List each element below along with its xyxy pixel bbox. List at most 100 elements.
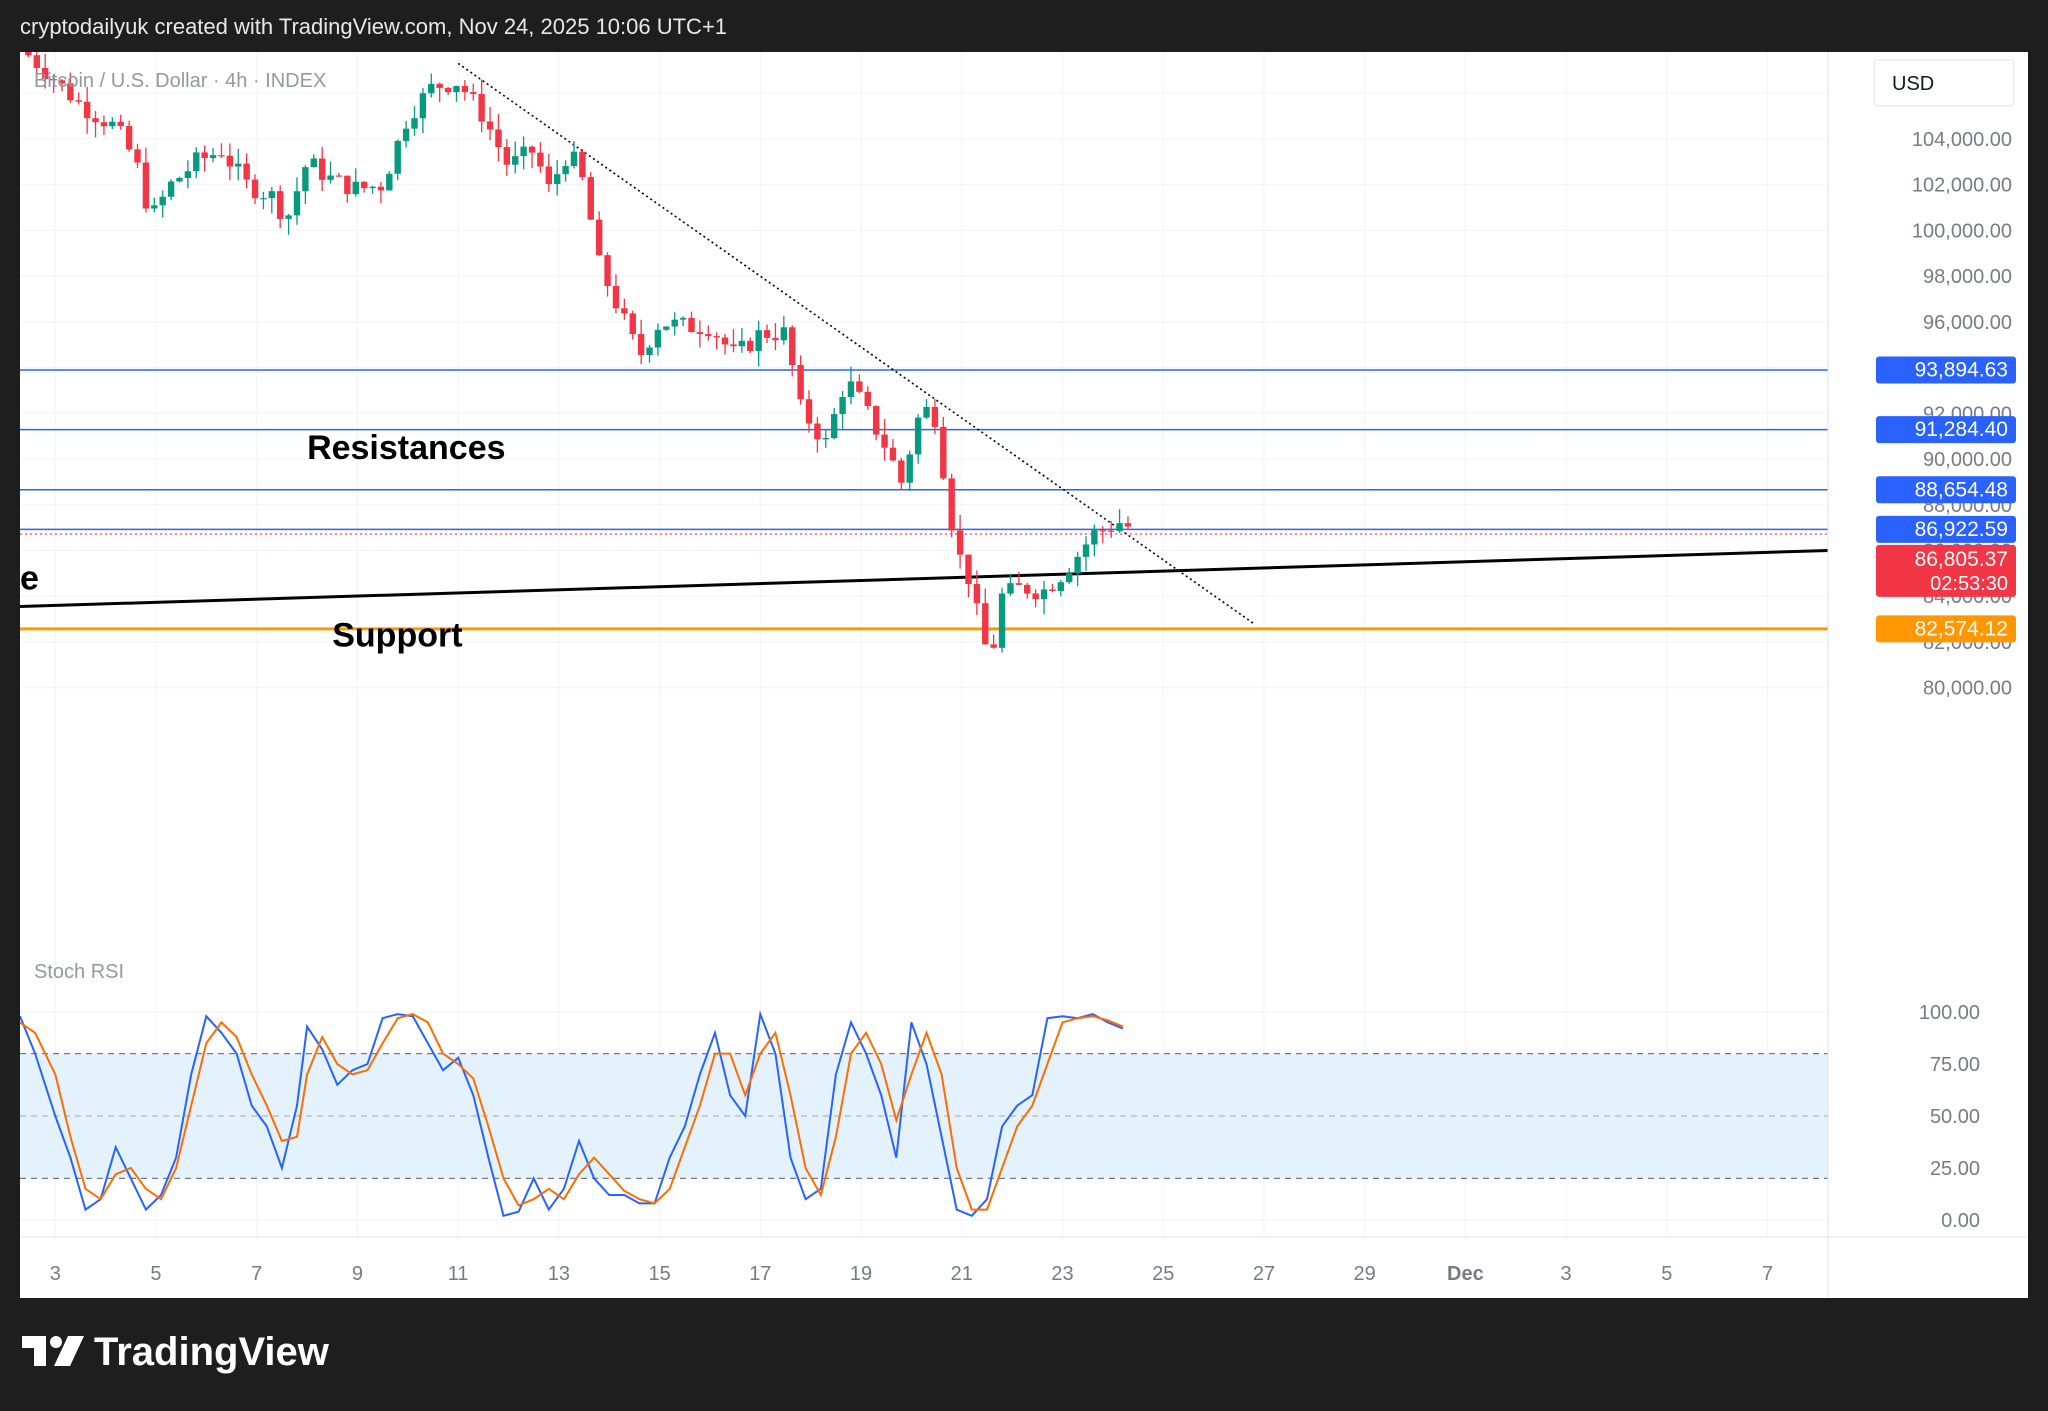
time-tick-label: 15 [648,1263,670,1285]
time-tick-label: 5 [1661,1263,1672,1285]
candle-body [302,167,309,192]
candle-body [822,438,829,440]
candle-body [1007,583,1014,594]
resistance-3-label: 88,654.48 [1915,478,2008,501]
candle-body [595,219,603,256]
candle-body [931,406,939,427]
candle-body [461,86,469,93]
candle-body [553,174,561,185]
horizontal-price-lines [20,369,1828,631]
candle-body [335,175,343,177]
candle-body [1066,573,1073,583]
candle-body [184,171,192,179]
candle-body [226,155,234,167]
price-chart-svg[interactable]: Resistances Support e 80,000.0082,000.0084… [20,52,2028,1298]
candle-body [864,391,871,407]
time-tick-label: 23 [1051,1263,1073,1285]
candle-body [360,181,368,189]
rising-support-line [20,548,1829,609]
candle-body [948,478,955,531]
candle-body [327,175,334,180]
candle-body [1040,589,1048,600]
candle-body [579,151,586,178]
candle-body [151,205,158,209]
candle-body [100,122,108,127]
candle-body [923,406,930,418]
candle-body [1057,582,1065,591]
candle-body [109,121,116,127]
candle-body [125,126,133,150]
time-tick-label: 9 [352,1263,363,1285]
candle-body [377,186,385,191]
candle-body [394,140,401,174]
time-tick-label: 7 [251,1263,262,1285]
candle-body [1107,530,1115,532]
candle-body [176,178,183,182]
candle-body [260,198,267,200]
currency-selector[interactable]: USD [1873,59,2015,107]
candle-body [738,340,746,347]
candle-body [1082,544,1090,557]
time-tick-label: 21 [951,1263,973,1285]
candle-body [688,317,695,333]
candle-body [58,80,66,84]
candle-body [218,155,225,157]
candle-body [982,603,989,645]
stoch-rsi-bands [20,1052,1828,1180]
time-tick-label: 17 [749,1263,771,1285]
stoch-tick-label: 100.00 [1919,1002,1980,1024]
price-tick-label: 100,000.00 [1912,220,2012,242]
candle-body [789,327,796,366]
candle-body [847,381,855,398]
candlestick-series [25,52,1132,653]
chart-panel[interactable]: Resistances Support e 80,000.00 82,000.00 84… [20,52,2028,1298]
candle-body [721,337,729,345]
candle-body [1124,523,1132,527]
candle-body [344,175,351,195]
candle-body [956,530,964,555]
time-tick-label: 3 [50,1263,61,1285]
candle-body [990,644,997,648]
price-tick-label: 102,000.00 [1912,175,2012,197]
price-tick-label: 98,000.00 [1923,266,2012,288]
time-tick-label: 3 [1561,1263,1572,1285]
time-tick-label: 7 [1762,1263,1773,1285]
time-tick-label: 25 [1152,1263,1174,1285]
stoch-tick-label: 25.00 [1930,1158,1980,1180]
annotation-resistances: Resistances [307,429,505,467]
resistance-2-label-bg [1876,416,2016,444]
candle-body [159,196,166,206]
candle-body [134,149,141,163]
candle-body [654,329,662,348]
candle-body [679,317,687,320]
trend-lines [20,62,1829,625]
candle-body [520,146,527,157]
candle-body [570,151,578,167]
resistance-4-label-bg [1876,515,2016,543]
currency-selector-label[interactable]: USD [1892,73,1934,95]
candle-body [772,337,779,341]
candle-body [193,152,200,172]
candle-body [881,434,888,448]
candle-body [142,162,150,209]
tradingview-logo-icon [22,1335,84,1370]
candle-body [671,319,678,327]
candle-body [747,340,754,351]
chart-header-credit: cryptodailyuk created with TradingView.c… [20,14,728,39]
candle-body [293,191,301,216]
candle-body [411,118,418,129]
currency-selector-box[interactable] [1873,59,2015,107]
candle-body [92,118,99,123]
candle-body [310,158,317,168]
candle-body [495,129,502,148]
candle-body [705,334,712,337]
candle-body [872,406,880,435]
resistance-1-label: 93,894.63 [1915,358,2008,381]
candle-body [67,83,74,101]
price-tick-label: 104,000.00 [1912,129,2012,151]
candle-body [486,121,494,130]
candle-body [33,55,40,68]
candle-body [696,332,704,335]
candle-body [436,83,443,88]
support-label-bg [1876,615,2016,643]
